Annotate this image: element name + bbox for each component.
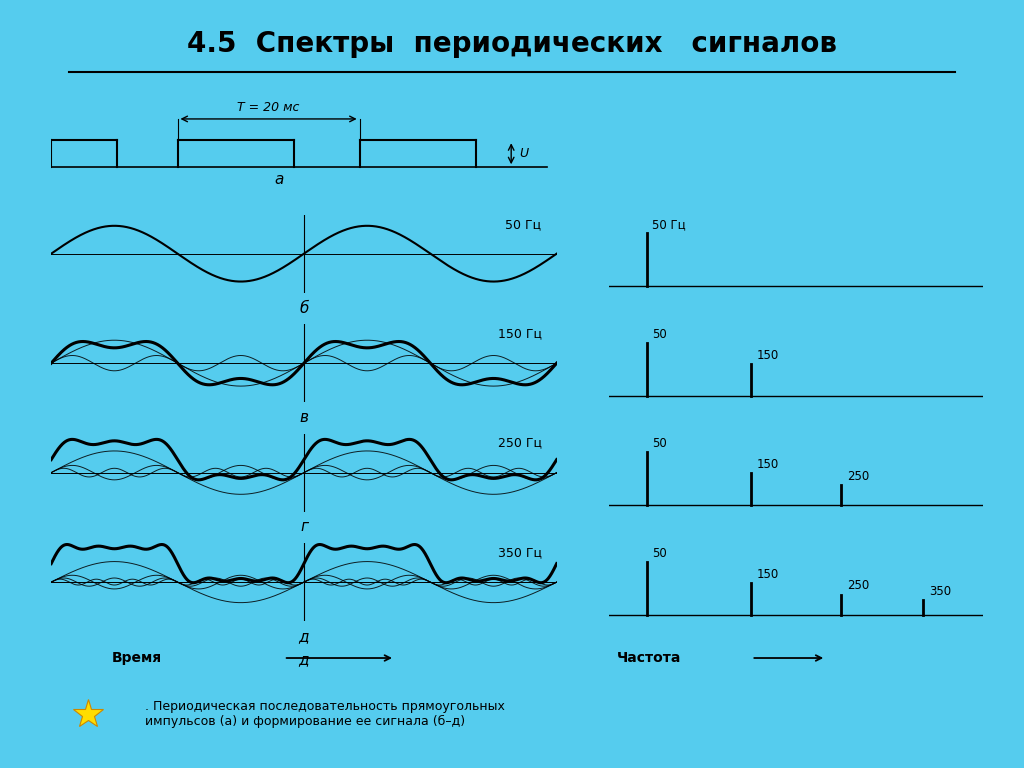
Text: 4.5  Спектры  периодических   сигналов: 4.5 Спектры периодических сигналов [187, 30, 837, 58]
Text: T = 20 мс: T = 20 мс [238, 101, 300, 114]
Text: Частота: Частота [616, 651, 681, 665]
Text: 50 Гц: 50 Гц [506, 218, 542, 230]
Text: б: б [299, 300, 308, 316]
Text: а: а [274, 172, 284, 187]
Text: 50: 50 [652, 547, 668, 560]
Text: 150: 150 [757, 568, 779, 581]
Text: 250: 250 [847, 580, 869, 592]
Text: 150 Гц: 150 Гц [498, 327, 542, 340]
Text: 250: 250 [847, 470, 869, 483]
Text: г: г [300, 519, 308, 535]
Text: д: д [299, 652, 309, 667]
Text: д: д [299, 629, 309, 644]
Text: 150: 150 [757, 458, 779, 472]
Text: 50: 50 [652, 437, 668, 450]
Text: 250 Гц: 250 Гц [498, 437, 542, 450]
Text: Время: Время [112, 651, 162, 665]
Text: . Периодическая последовательность прямоугольных
импульсов (а) и формирование ее: . Периодическая последовательность прямо… [144, 700, 505, 728]
Text: U: U [519, 147, 528, 161]
Text: 50: 50 [652, 328, 668, 340]
Text: 50 Гц: 50 Гц [652, 218, 686, 231]
Text: 350 Гц: 350 Гц [498, 546, 542, 559]
Text: 350: 350 [929, 585, 951, 598]
Text: 150: 150 [757, 349, 779, 362]
Text: в: в [299, 410, 308, 425]
